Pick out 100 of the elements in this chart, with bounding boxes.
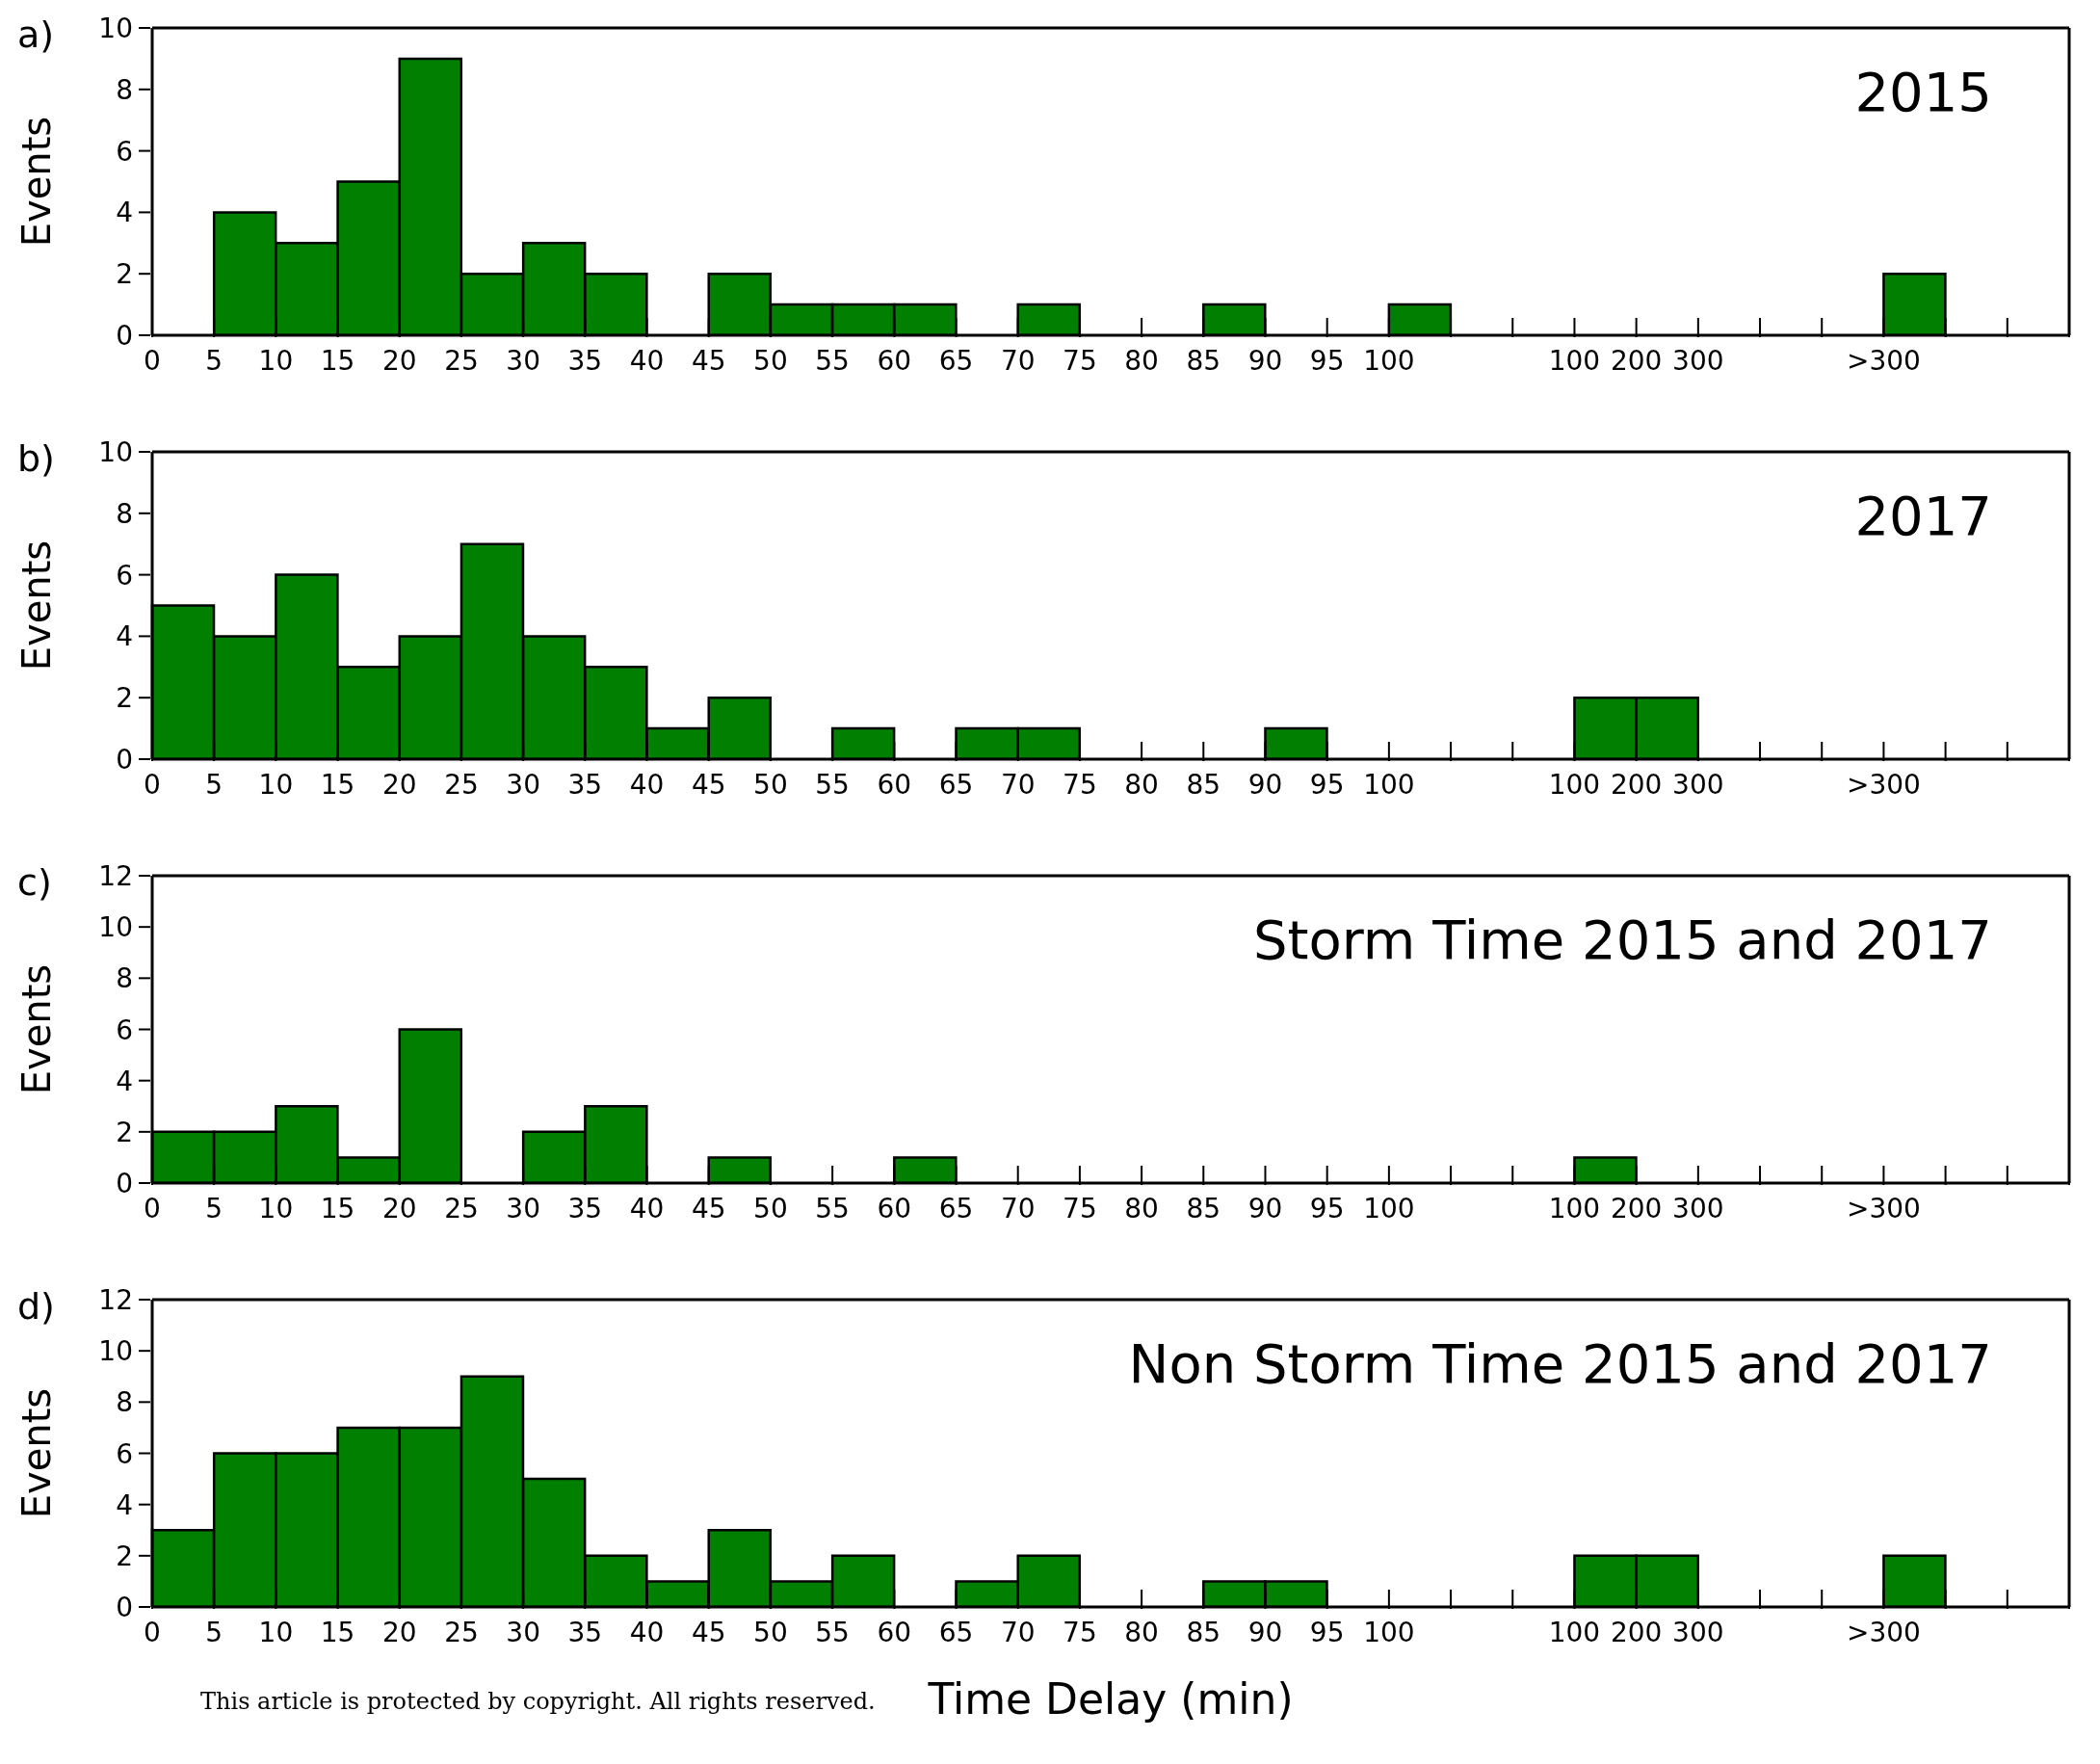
x-tick-label: 90 xyxy=(1247,1193,1283,1224)
text: 2015 xyxy=(1854,61,1992,123)
x-tick-label: 55 xyxy=(815,1193,850,1224)
x-tick-label: 90 xyxy=(1247,769,1283,801)
x-tick-label: 95 xyxy=(1309,1617,1345,1648)
text: d) xyxy=(17,1285,55,1328)
x-tick-label: 50 xyxy=(753,769,788,801)
y-tick-label: 2 xyxy=(116,1116,133,1148)
x-tick-label: 25 xyxy=(444,1617,479,1648)
text: This article is protected by copyright. All rights reserved. xyxy=(200,1688,876,1715)
x-tick-label: 100 xyxy=(1363,1617,1415,1648)
y-tick-label: 10 xyxy=(98,1335,133,1368)
x-tick-label: 100 xyxy=(1548,1193,1601,1224)
y-axis-title: Events xyxy=(14,116,60,248)
x-tick-label: 85 xyxy=(1186,1193,1221,1224)
y-tick-label: 12 xyxy=(98,860,133,892)
x-tick-label: 200 xyxy=(1610,1617,1663,1648)
y-tick-label: 12 xyxy=(98,1284,133,1316)
x-tick-label: 60 xyxy=(877,1617,912,1648)
x-tick-label: 100 xyxy=(1363,1193,1415,1224)
x-tick-label: 70 xyxy=(1000,1617,1036,1648)
x-axis-title: Time Delay (min) xyxy=(927,1674,1294,1725)
x-tick-label: 35 xyxy=(567,1617,603,1648)
y-axis-title: Events xyxy=(14,1387,60,1519)
x-tick-label: 15 xyxy=(320,769,355,801)
x-tick-label: 45 xyxy=(691,345,726,377)
x-tick-label: 30 xyxy=(506,345,540,377)
y-tick-label: 0 xyxy=(116,1592,133,1623)
x-tick-label: 15 xyxy=(320,345,355,377)
x-tick-label: 10 xyxy=(258,769,294,801)
x-tick-label: 5 xyxy=(205,769,223,801)
x-tick-label: 200 xyxy=(1610,1193,1663,1224)
x-tick-label: 5 xyxy=(205,1193,223,1224)
y-tick-label: 4 xyxy=(116,197,133,229)
x-tick-label: >300 xyxy=(1846,1193,1921,1224)
x-tick-label: 25 xyxy=(444,345,479,377)
y-axis-title: Events xyxy=(14,540,60,671)
x-tick-label: 90 xyxy=(1247,345,1283,377)
x-tick-label: 100 xyxy=(1548,345,1601,377)
x-tick-label: 60 xyxy=(877,769,912,801)
x-tick-label: 30 xyxy=(506,769,540,801)
y-tick-label: 6 xyxy=(116,1437,133,1470)
x-tick-label: 200 xyxy=(1610,345,1663,377)
x-tick-label: 40 xyxy=(629,345,665,377)
x-tick-label: 100 xyxy=(1363,769,1415,801)
y-tick-label: 8 xyxy=(116,73,133,106)
x-tick-label: 35 xyxy=(567,1193,603,1224)
x-tick-label: 15 xyxy=(320,1617,355,1648)
y-tick-label: 10 xyxy=(98,13,133,44)
x-tick-label: 5 xyxy=(205,345,223,377)
y-tick-label: 6 xyxy=(116,1014,133,1046)
y-tick-label: 10 xyxy=(98,436,133,468)
x-tick-label: 5 xyxy=(205,1617,223,1648)
x-tick-label: 65 xyxy=(938,769,974,801)
x-tick-label: 35 xyxy=(567,345,603,377)
text: a) xyxy=(17,13,55,56)
x-tick-label: 80 xyxy=(1124,1193,1159,1224)
x-tick-label: 300 xyxy=(1672,769,1724,801)
x-tick-label: 300 xyxy=(1672,1193,1724,1224)
x-tick-label: 75 xyxy=(1063,769,1097,801)
x-tick-label: 80 xyxy=(1124,1617,1159,1648)
x-tick-label: 300 xyxy=(1672,345,1724,377)
x-tick-label: 0 xyxy=(144,769,161,801)
y-tick-label: 6 xyxy=(116,559,133,592)
y-tick-label: 4 xyxy=(116,1065,133,1097)
text: c) xyxy=(17,861,52,904)
x-tick-label: 65 xyxy=(938,345,974,377)
text: Non Storm Time 2015 and 2017 xyxy=(1128,1332,1992,1395)
x-tick-label: >300 xyxy=(1846,1617,1921,1648)
y-tick-label: 0 xyxy=(116,744,133,776)
x-tick-label: 40 xyxy=(629,1193,665,1224)
x-tick-label: 75 xyxy=(1063,1193,1097,1224)
x-tick-label: 80 xyxy=(1124,345,1159,377)
y-tick-label: 2 xyxy=(116,1540,133,1572)
x-tick-label: 40 xyxy=(629,1617,665,1648)
x-tick-label: 65 xyxy=(938,1617,974,1648)
y-tick-label: 0 xyxy=(116,1168,133,1199)
y-axis-title: Events xyxy=(14,963,60,1095)
x-tick-label: 95 xyxy=(1309,1193,1345,1224)
x-tick-label: 60 xyxy=(877,345,912,377)
x-tick-label: 90 xyxy=(1247,1617,1283,1648)
x-tick-label: 10 xyxy=(258,1193,294,1224)
x-tick-label: 0 xyxy=(144,1193,161,1224)
x-tick-label: 20 xyxy=(381,1617,417,1648)
x-tick-label: 55 xyxy=(815,769,850,801)
x-tick-label: 45 xyxy=(691,1193,726,1224)
y-tick-label: 8 xyxy=(116,497,133,530)
x-tick-label: 30 xyxy=(506,1617,540,1648)
x-tick-label: 100 xyxy=(1548,1617,1601,1648)
x-tick-label: 85 xyxy=(1186,345,1221,377)
x-tick-label: 15 xyxy=(320,1193,355,1224)
x-tick-label: 65 xyxy=(938,1193,974,1224)
x-tick-label: 70 xyxy=(1000,1193,1036,1224)
x-tick-label: 95 xyxy=(1309,345,1345,377)
x-tick-label: 40 xyxy=(629,769,665,801)
x-tick-label: 25 xyxy=(444,769,479,801)
x-tick-label: 55 xyxy=(815,1617,850,1648)
x-tick-label: 0 xyxy=(144,345,161,377)
x-tick-label: 25 xyxy=(444,1193,479,1224)
x-tick-label: 45 xyxy=(691,769,726,801)
